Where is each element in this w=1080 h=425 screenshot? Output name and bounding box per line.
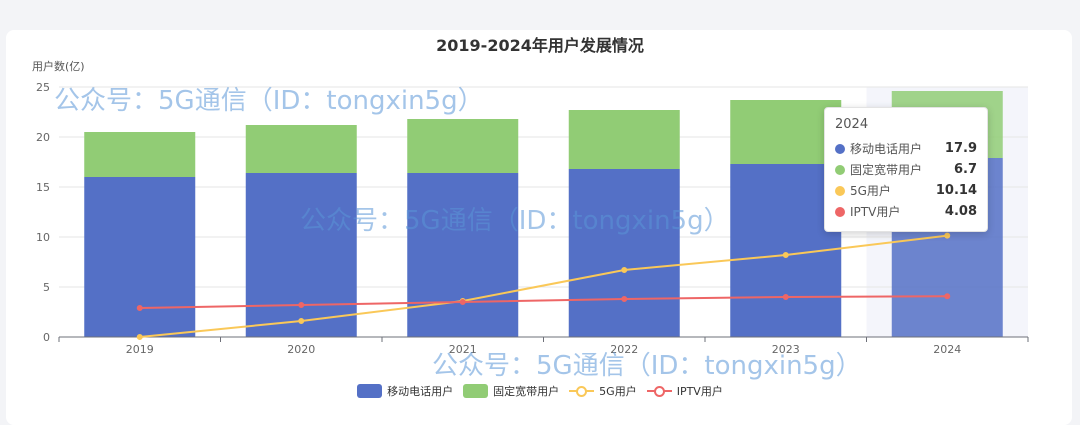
series-color-dot bbox=[835, 164, 845, 175]
x-tick-label: 2024 bbox=[933, 343, 961, 356]
legend-label: 固定宽带用户 bbox=[493, 385, 560, 398]
series-line bbox=[139, 234, 948, 338]
data-point bbox=[298, 302, 305, 308]
tooltip-series-value: 6.7 bbox=[953, 162, 977, 177]
series-color-dot bbox=[835, 185, 845, 196]
series-line bbox=[139, 295, 948, 309]
y-tick-label: 10 bbox=[36, 231, 50, 244]
x-tick-label: 2022 bbox=[610, 343, 638, 356]
bar bbox=[568, 169, 680, 337]
y-tick-label: 25 bbox=[36, 81, 50, 94]
data-point bbox=[944, 232, 951, 239]
data-point bbox=[459, 299, 466, 305]
data-point bbox=[944, 293, 951, 300]
data-point bbox=[782, 294, 789, 300]
tooltip-series-name: 移动电话用户 bbox=[850, 142, 923, 156]
y-axis-label: 用户数(亿) bbox=[32, 59, 85, 73]
bar bbox=[407, 173, 519, 337]
x-tick-label: 2019 bbox=[126, 343, 154, 356]
data-tooltip: 2024 移动电话用户 17.9 固定宽带用户 6.7 5G用户 10.14 I… bbox=[824, 107, 988, 232]
bar bbox=[245, 125, 357, 173]
y-tick-label: 5 bbox=[43, 281, 50, 294]
y-tick-label: 20 bbox=[36, 131, 50, 144]
data-point bbox=[621, 267, 628, 273]
data-point bbox=[298, 318, 305, 324]
legend-label: 移动电话用户 bbox=[387, 385, 454, 398]
chart-legend: 移动电话用户 固定宽带用户 5G用户 IPTV用户 bbox=[0, 383, 1080, 399]
tooltip-header: 2024 bbox=[835, 117, 869, 132]
legend-line-marker bbox=[646, 384, 672, 398]
series-color-dot bbox=[835, 143, 845, 154]
y-tick-label: 15 bbox=[36, 181, 50, 194]
y-tick-label: 0 bbox=[43, 331, 50, 344]
bar bbox=[730, 100, 842, 164]
bar bbox=[568, 110, 680, 169]
chart-title: 2019-2024年用户发展情况 bbox=[436, 36, 644, 55]
series-color-dot bbox=[835, 206, 845, 217]
legend-item-5g[interactable]: 5G用户 bbox=[569, 383, 637, 399]
x-tick-label: 2023 bbox=[772, 343, 800, 356]
legend-line-marker bbox=[569, 384, 595, 398]
legend-item-iptv[interactable]: IPTV用户 bbox=[646, 383, 723, 399]
x-tick-label: 2020 bbox=[287, 343, 315, 356]
bar bbox=[407, 119, 519, 173]
legend-swatch bbox=[357, 384, 383, 398]
tooltip-series-name: 固定宽带用户 bbox=[850, 163, 923, 177]
legend-label: IPTV用户 bbox=[676, 385, 723, 398]
legend-label: 5G用户 bbox=[599, 385, 637, 398]
tooltip-series-name: 5G用户 bbox=[850, 184, 891, 198]
data-point bbox=[621, 296, 628, 302]
tooltip-series-value: 4.08 bbox=[944, 204, 977, 219]
tooltip-series-name: IPTV用户 bbox=[850, 205, 901, 219]
data-point bbox=[136, 334, 143, 340]
legend-swatch bbox=[463, 384, 489, 398]
tooltip-series-value: 17.9 bbox=[944, 141, 977, 156]
legend-item-mobile[interactable]: 移动电话用户 bbox=[357, 383, 453, 399]
legend-item-broadband[interactable]: 固定宽带用户 bbox=[463, 383, 559, 399]
data-point bbox=[782, 252, 789, 258]
x-tick-label: 2021 bbox=[449, 343, 477, 356]
tooltip-row: 移动电话用户 17.9 bbox=[835, 138, 977, 159]
bar bbox=[245, 173, 357, 337]
tooltip-series-value: 10.14 bbox=[935, 183, 977, 198]
data-point bbox=[136, 305, 143, 311]
tooltip-row: 固定宽带用户 6.7 bbox=[835, 159, 977, 180]
tooltip-row: 5G用户 10.14 bbox=[835, 180, 977, 201]
tooltip-row: IPTV用户 4.08 bbox=[835, 201, 977, 222]
bar bbox=[84, 177, 196, 337]
bar bbox=[84, 132, 196, 177]
